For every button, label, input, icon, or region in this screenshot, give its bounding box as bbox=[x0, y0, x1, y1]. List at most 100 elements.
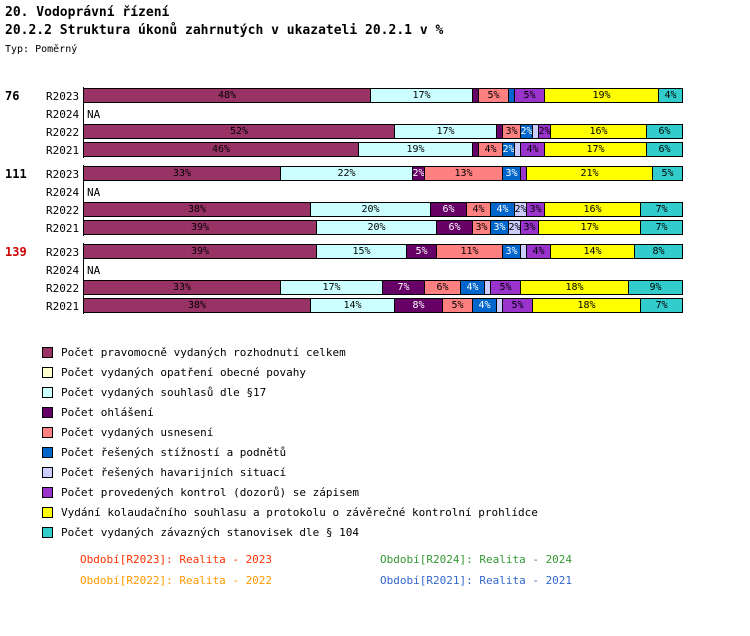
bar-segment: 8% bbox=[635, 244, 683, 259]
bar-segment: 16% bbox=[545, 202, 641, 217]
row-label: R2024 bbox=[46, 264, 80, 277]
legend-item: Počet vydaných opatření obecné povahy bbox=[42, 362, 538, 382]
bar-segment: 6% bbox=[425, 280, 461, 295]
legend-item: Počet řešených havarijních situací bbox=[42, 462, 538, 482]
bar-segment: 8% bbox=[395, 298, 443, 313]
legend-item: Počet vydaných závazných stanovisek dle … bbox=[42, 522, 538, 542]
group-id: 139 bbox=[5, 245, 27, 259]
bar-segment: 38% bbox=[83, 298, 311, 313]
legend-swatch bbox=[42, 506, 53, 518]
legend-swatch bbox=[42, 526, 53, 538]
report-subtitle: 20.2.2 Struktura úkonů zahrnutých v ukaz… bbox=[5, 23, 444, 38]
bar-segment: 3% bbox=[473, 220, 491, 235]
row-label: R2023 bbox=[46, 90, 80, 103]
legend-label: Počet řešených stížností a podnětů bbox=[61, 445, 287, 459]
bar-segment: 5% bbox=[653, 166, 683, 181]
bar-segment: 2% bbox=[539, 124, 551, 139]
bar-segment: 3% bbox=[491, 220, 509, 235]
bar-segment: 38% bbox=[83, 202, 311, 217]
bar-segment: 4% bbox=[491, 202, 515, 217]
bar-segment: 20% bbox=[317, 220, 437, 235]
bar-segment bbox=[473, 142, 479, 157]
bar-segment: 17% bbox=[545, 142, 647, 157]
bar-segment: 16% bbox=[551, 124, 647, 139]
bar-segment: 46% bbox=[83, 142, 359, 157]
bar-segment: 39% bbox=[83, 220, 317, 235]
bar-row-111-R2022: 38% 20% 6% 4% 4% 2% 3% 16% 7% bbox=[83, 202, 683, 217]
bar-segment: 7% bbox=[641, 298, 683, 313]
bar-segment: 7% bbox=[383, 280, 425, 295]
legend-swatch bbox=[42, 386, 53, 398]
period-legend-item: Období[R2021]: Realita - 2021 bbox=[380, 574, 573, 587]
bar-segment: 4% bbox=[461, 280, 485, 295]
bar-segment: 2% bbox=[509, 220, 521, 235]
bar-segment: 22% bbox=[281, 166, 413, 181]
period-legend-item: Období[R2024]: Realita - 2024 bbox=[380, 553, 573, 566]
legend-label: Počet vydaných usnesení bbox=[61, 425, 214, 439]
legend-label: Počet vydaných opatření obecné povahy bbox=[61, 365, 307, 379]
na-value: NA bbox=[87, 108, 101, 121]
bar-segment bbox=[473, 88, 479, 103]
bar-segment: 17% bbox=[281, 280, 383, 295]
bar-segment: 11% bbox=[437, 244, 503, 259]
bar-row-76-R2021: 46% 19% 4% 2% 4% 17% 6% bbox=[83, 142, 683, 157]
bar-segment: 9% bbox=[629, 280, 683, 295]
bar-segment: 7% bbox=[641, 202, 683, 217]
bar-segment: 2% bbox=[521, 124, 533, 139]
row-label: R2021 bbox=[46, 300, 80, 313]
bar-segment: 14% bbox=[311, 298, 395, 313]
bar-segment: 3% bbox=[503, 166, 521, 181]
group-id: 76 bbox=[5, 89, 20, 103]
bar-segment: 52% bbox=[83, 124, 395, 139]
bar-segment: 2% bbox=[503, 142, 515, 157]
bar-segment: 5% bbox=[443, 298, 473, 313]
bar-segment bbox=[509, 88, 515, 103]
bar-row-76-R2023: 48% 17% 5% 5% 19% 4% bbox=[83, 88, 683, 103]
row-label: R2023 bbox=[46, 168, 80, 181]
bar-segment: 2% bbox=[413, 166, 425, 181]
bar-segment: 39% bbox=[83, 244, 317, 259]
bar-segment: 4% bbox=[467, 202, 491, 217]
bar-segment bbox=[485, 280, 491, 295]
legend-label: Počet pravomocně vydaných rozhodnutí cel… bbox=[61, 345, 346, 359]
bar-segment: 48% bbox=[83, 88, 371, 103]
period-legend-item: Období[R2022]: Realita - 2022 bbox=[80, 574, 273, 587]
bar-segment: 17% bbox=[395, 124, 497, 139]
bar-segment: 18% bbox=[521, 280, 629, 295]
bar-segment bbox=[521, 166, 527, 181]
legend-item: Počet ohlášení bbox=[42, 402, 538, 422]
stacked-bar-chart: 76 R2023 48% 17% 5% 5% 19% 4% R2024 NA R2022 52% 17%… bbox=[0, 87, 750, 318]
bar-row-139-R2021: 38% 14% 8% 5% 4% 5% 18% 7% bbox=[83, 298, 683, 313]
bar-segment: 5% bbox=[503, 298, 533, 313]
row-label: R2021 bbox=[46, 144, 80, 157]
bar-segment: 7% bbox=[641, 220, 683, 235]
row-label: R2022 bbox=[46, 126, 80, 139]
legend-swatch bbox=[42, 426, 53, 438]
bar-segment: 4% bbox=[521, 142, 545, 157]
bar-segment: 3% bbox=[503, 244, 521, 259]
legend-item: Počet provedených kontrol (dozorů) se zá… bbox=[42, 482, 538, 502]
bar-segment: 20% bbox=[311, 202, 431, 217]
axis-line bbox=[83, 165, 84, 236]
row-label: R2024 bbox=[46, 186, 80, 199]
bar-segment: 2% bbox=[515, 202, 527, 217]
legend-label: Počet ohlášení bbox=[61, 405, 154, 419]
legend-swatch bbox=[42, 466, 53, 478]
bar-segment: 19% bbox=[359, 142, 473, 157]
legend-item: Počet pravomocně vydaných rozhodnutí cel… bbox=[42, 342, 538, 362]
bar-segment: 13% bbox=[425, 166, 503, 181]
bar-segment: 4% bbox=[473, 298, 497, 313]
bar-row-111-R2023: 33% 22% 2% 13% 3% 21% 5% bbox=[83, 166, 683, 181]
axis-line bbox=[83, 243, 84, 314]
bar-row-111-R2021: 39% 20% 6% 3% 3% 2% 3% 17% 7% bbox=[83, 220, 683, 235]
bar-segment: 6% bbox=[647, 124, 683, 139]
legend-swatch bbox=[42, 366, 53, 378]
bar-segment bbox=[515, 142, 521, 157]
series-legend: Počet pravomocně vydaných rozhodnutí cel… bbox=[42, 342, 538, 542]
bar-segment: 21% bbox=[527, 166, 653, 181]
bar-row-139-R2023: 39% 15% 5% 11% 3% 4% 14% 8% bbox=[83, 244, 683, 259]
bar-segment: 3% bbox=[527, 202, 545, 217]
legend-item: Počet vydaných souhlasů dle §17 bbox=[42, 382, 538, 402]
bar-segment: 5% bbox=[491, 280, 521, 295]
